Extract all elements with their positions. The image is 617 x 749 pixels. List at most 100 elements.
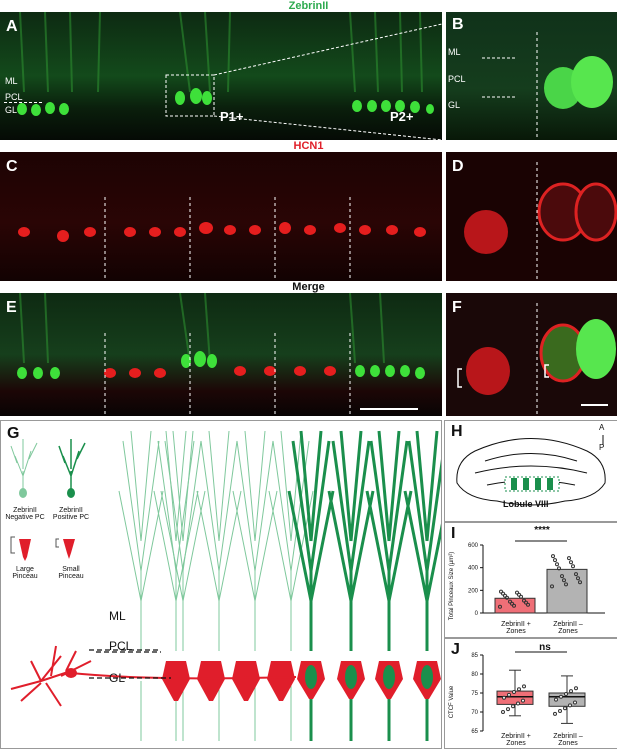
panel-j-point: [517, 687, 521, 692]
legend-large-pinceau: Large Pinceau: [12, 566, 38, 580]
panel-i-point: [498, 604, 502, 609]
legend-small-pinceau: Small Pinceau: [58, 566, 84, 580]
panel-j-ylabel: CTCF Value: [449, 685, 455, 719]
panel-a-texture: [17, 12, 442, 140]
panel-i-point: [499, 589, 503, 594]
panel-j-point: [512, 690, 516, 695]
layer-ml: ML: [5, 76, 18, 86]
panel-i-point: [567, 556, 571, 561]
panel-j-cat-2: ZebrinII – Zones: [553, 733, 583, 747]
panel-i-point: [505, 595, 509, 600]
panel-i-point: [562, 578, 566, 583]
panel-i-point: [519, 594, 523, 599]
pc-dendrite: [196, 430, 242, 651]
panel-b-image: B ML PCL GL: [446, 12, 617, 140]
panel-j-ytick-label: 65: [471, 729, 478, 735]
panel-i-sig: ****: [534, 525, 550, 536]
panel-j-point: [553, 711, 557, 716]
panel-j-point: [507, 692, 511, 697]
panel-b-pcl: PCL: [448, 74, 466, 84]
panel-i-point: [569, 560, 573, 565]
pc-dendrite: [365, 430, 413, 651]
panel-j-ytick-label: 85: [471, 653, 478, 659]
panel-i-point: [553, 558, 557, 563]
panel-e-texture: [17, 293, 425, 416]
panel-i-point: [571, 564, 575, 569]
layer-pcl: PCL: [5, 92, 23, 102]
panel-d-image: D: [446, 152, 617, 281]
panel-i-point: [522, 598, 526, 603]
panel-j-cat-1: ZebrinII + Zones: [501, 733, 531, 747]
pc-dendrite: [327, 430, 375, 651]
panel-i-point: [515, 590, 519, 595]
panel-i-point: [503, 593, 507, 598]
panel-j-sig: ns: [539, 642, 551, 653]
panel-i-ylabel: Total Pinceaux Size (µm²): [449, 551, 455, 621]
panel-j-point: [506, 707, 510, 712]
panel-j-point: [502, 695, 506, 700]
panel-j-chart: 65 70 75 80 85: [471, 651, 586, 735]
large-pinceau: [197, 661, 225, 701]
panel-i-point: [578, 580, 582, 585]
panel-i-cat-2: ZebrinII – Zones: [553, 621, 583, 635]
panel-i-point: [576, 576, 580, 581]
panel-i-point: [512, 603, 516, 608]
panel-j-point: [521, 698, 525, 703]
pc-soma-positive: [383, 665, 395, 689]
g-layer-gl: GL: [109, 671, 126, 685]
axis-anterior: A: [599, 423, 605, 432]
panel-g-label: G: [7, 425, 20, 442]
panel-j-point: [563, 706, 567, 711]
panel-i-point: [517, 592, 521, 597]
panel-i-ytick-label: 400: [468, 566, 479, 572]
panel-j: J 65 70 75 80 85 CTCF Value ZebrinII + Zones…: [444, 638, 617, 749]
panel-j-ytick-label: 75: [471, 691, 478, 697]
panel-g: G ZebrinII Negative PC ZebrinII Positive…: [0, 420, 442, 749]
panel-i-point: [551, 554, 555, 559]
panel-a-label: A: [6, 18, 18, 35]
panel-i-chart: 0 200 400 600: [468, 540, 605, 617]
legend-positive-pc: ZebrinII Positive PC: [52, 507, 90, 521]
panel-i-point: [574, 572, 578, 577]
panel-f-label: F: [452, 299, 462, 316]
panel-i-point: [526, 602, 530, 607]
g-layer-ml: ML: [109, 609, 126, 623]
large-pinceau: [267, 661, 295, 701]
panel-j-point: [522, 684, 526, 689]
panel-a-image: A ML PCL GL P1+ P2+: [0, 12, 442, 140]
panel-i-point: [510, 601, 514, 606]
p2-zone-label: P2+: [390, 109, 414, 124]
panel-j-point: [501, 710, 505, 714]
panel-c-texture: [18, 197, 426, 281]
pc-dendrite: [287, 430, 335, 651]
pc-dendrite: [268, 430, 314, 651]
panel-j-point: [573, 700, 577, 705]
panel-i-bar: [546, 568, 588, 614]
panel-b-texture: [482, 32, 613, 140]
panel-i-point: [557, 566, 561, 571]
panel-e-image: E: [0, 293, 442, 416]
panel-c-label: C: [6, 158, 18, 175]
panel-j-point: [564, 691, 568, 696]
zebrin-row-title: ZebrinII: [288, 0, 329, 12]
g-layer-pcl: PCL: [109, 639, 133, 653]
panel-h-label: H: [451, 423, 463, 440]
pc-dendrite: [160, 430, 206, 651]
panel-c-image: C: [0, 152, 442, 281]
panel-h-illustration: [456, 435, 606, 506]
panel-f-image: F: [446, 293, 617, 416]
panel-j-point: [574, 686, 578, 691]
pc-dendrite: [118, 430, 164, 651]
panel-b-ml: ML: [448, 47, 461, 57]
panel-i-point: [550, 584, 554, 589]
panel-i-point: [508, 599, 512, 604]
panel-j-point: [558, 709, 562, 714]
pc-dendrite: [153, 430, 199, 651]
panel-i-point: [564, 582, 568, 587]
pc-soma-positive: [345, 665, 357, 689]
panel-j-ytick-label: 80: [471, 672, 478, 678]
merge-row-title: Merge: [292, 281, 325, 293]
panel-i: I 0 200 400 600 Total Pinceaux Size (µm²) Z…: [444, 522, 617, 638]
panel-i-ytick-label: 600: [468, 543, 479, 549]
lobule-caption: Lobule VIII: [503, 499, 549, 509]
